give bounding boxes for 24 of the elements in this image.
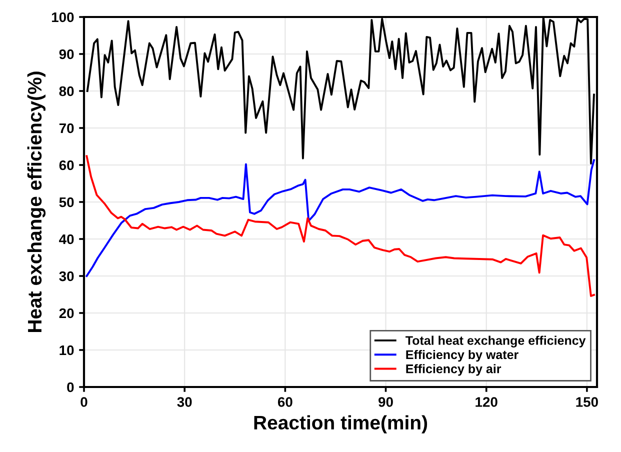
line-series	[86, 155, 595, 297]
y-tick-label: 10	[60, 345, 74, 356]
y-tick-label: 30	[59, 271, 74, 282]
y-tick-label: 20	[59, 308, 74, 318]
y-tick-label: 80	[59, 86, 74, 96]
legend-label: Efficiency by water	[406, 350, 518, 362]
y-axis-title: Heat exchange efficiency(%)	[27, 72, 46, 332]
x-tick-label: 120	[476, 397, 498, 407]
y-tick-label: 50	[59, 197, 74, 208]
y-tick-label: 0	[67, 382, 74, 392]
x-tick-label: 150	[576, 397, 598, 407]
y-tick-label: 40	[59, 234, 74, 244]
x-tick-label: 30	[177, 397, 192, 407]
line-series	[86, 159, 595, 277]
y-tick-label: 90	[59, 49, 74, 60]
legend-label: Efficiency by air	[406, 364, 502, 376]
x-axis-title: Reaction time(min)	[254, 415, 428, 434]
legend-label: Total heat exchange efficiency	[406, 336, 586, 348]
x-tick-label: 60	[278, 397, 292, 407]
y-tick-label: 100	[52, 12, 74, 22]
x-tick-label: 90	[378, 397, 393, 407]
x-tick-label: 0	[80, 397, 88, 407]
y-tick-label: 70	[59, 123, 74, 134]
y-tick-label: 60	[59, 160, 74, 170]
